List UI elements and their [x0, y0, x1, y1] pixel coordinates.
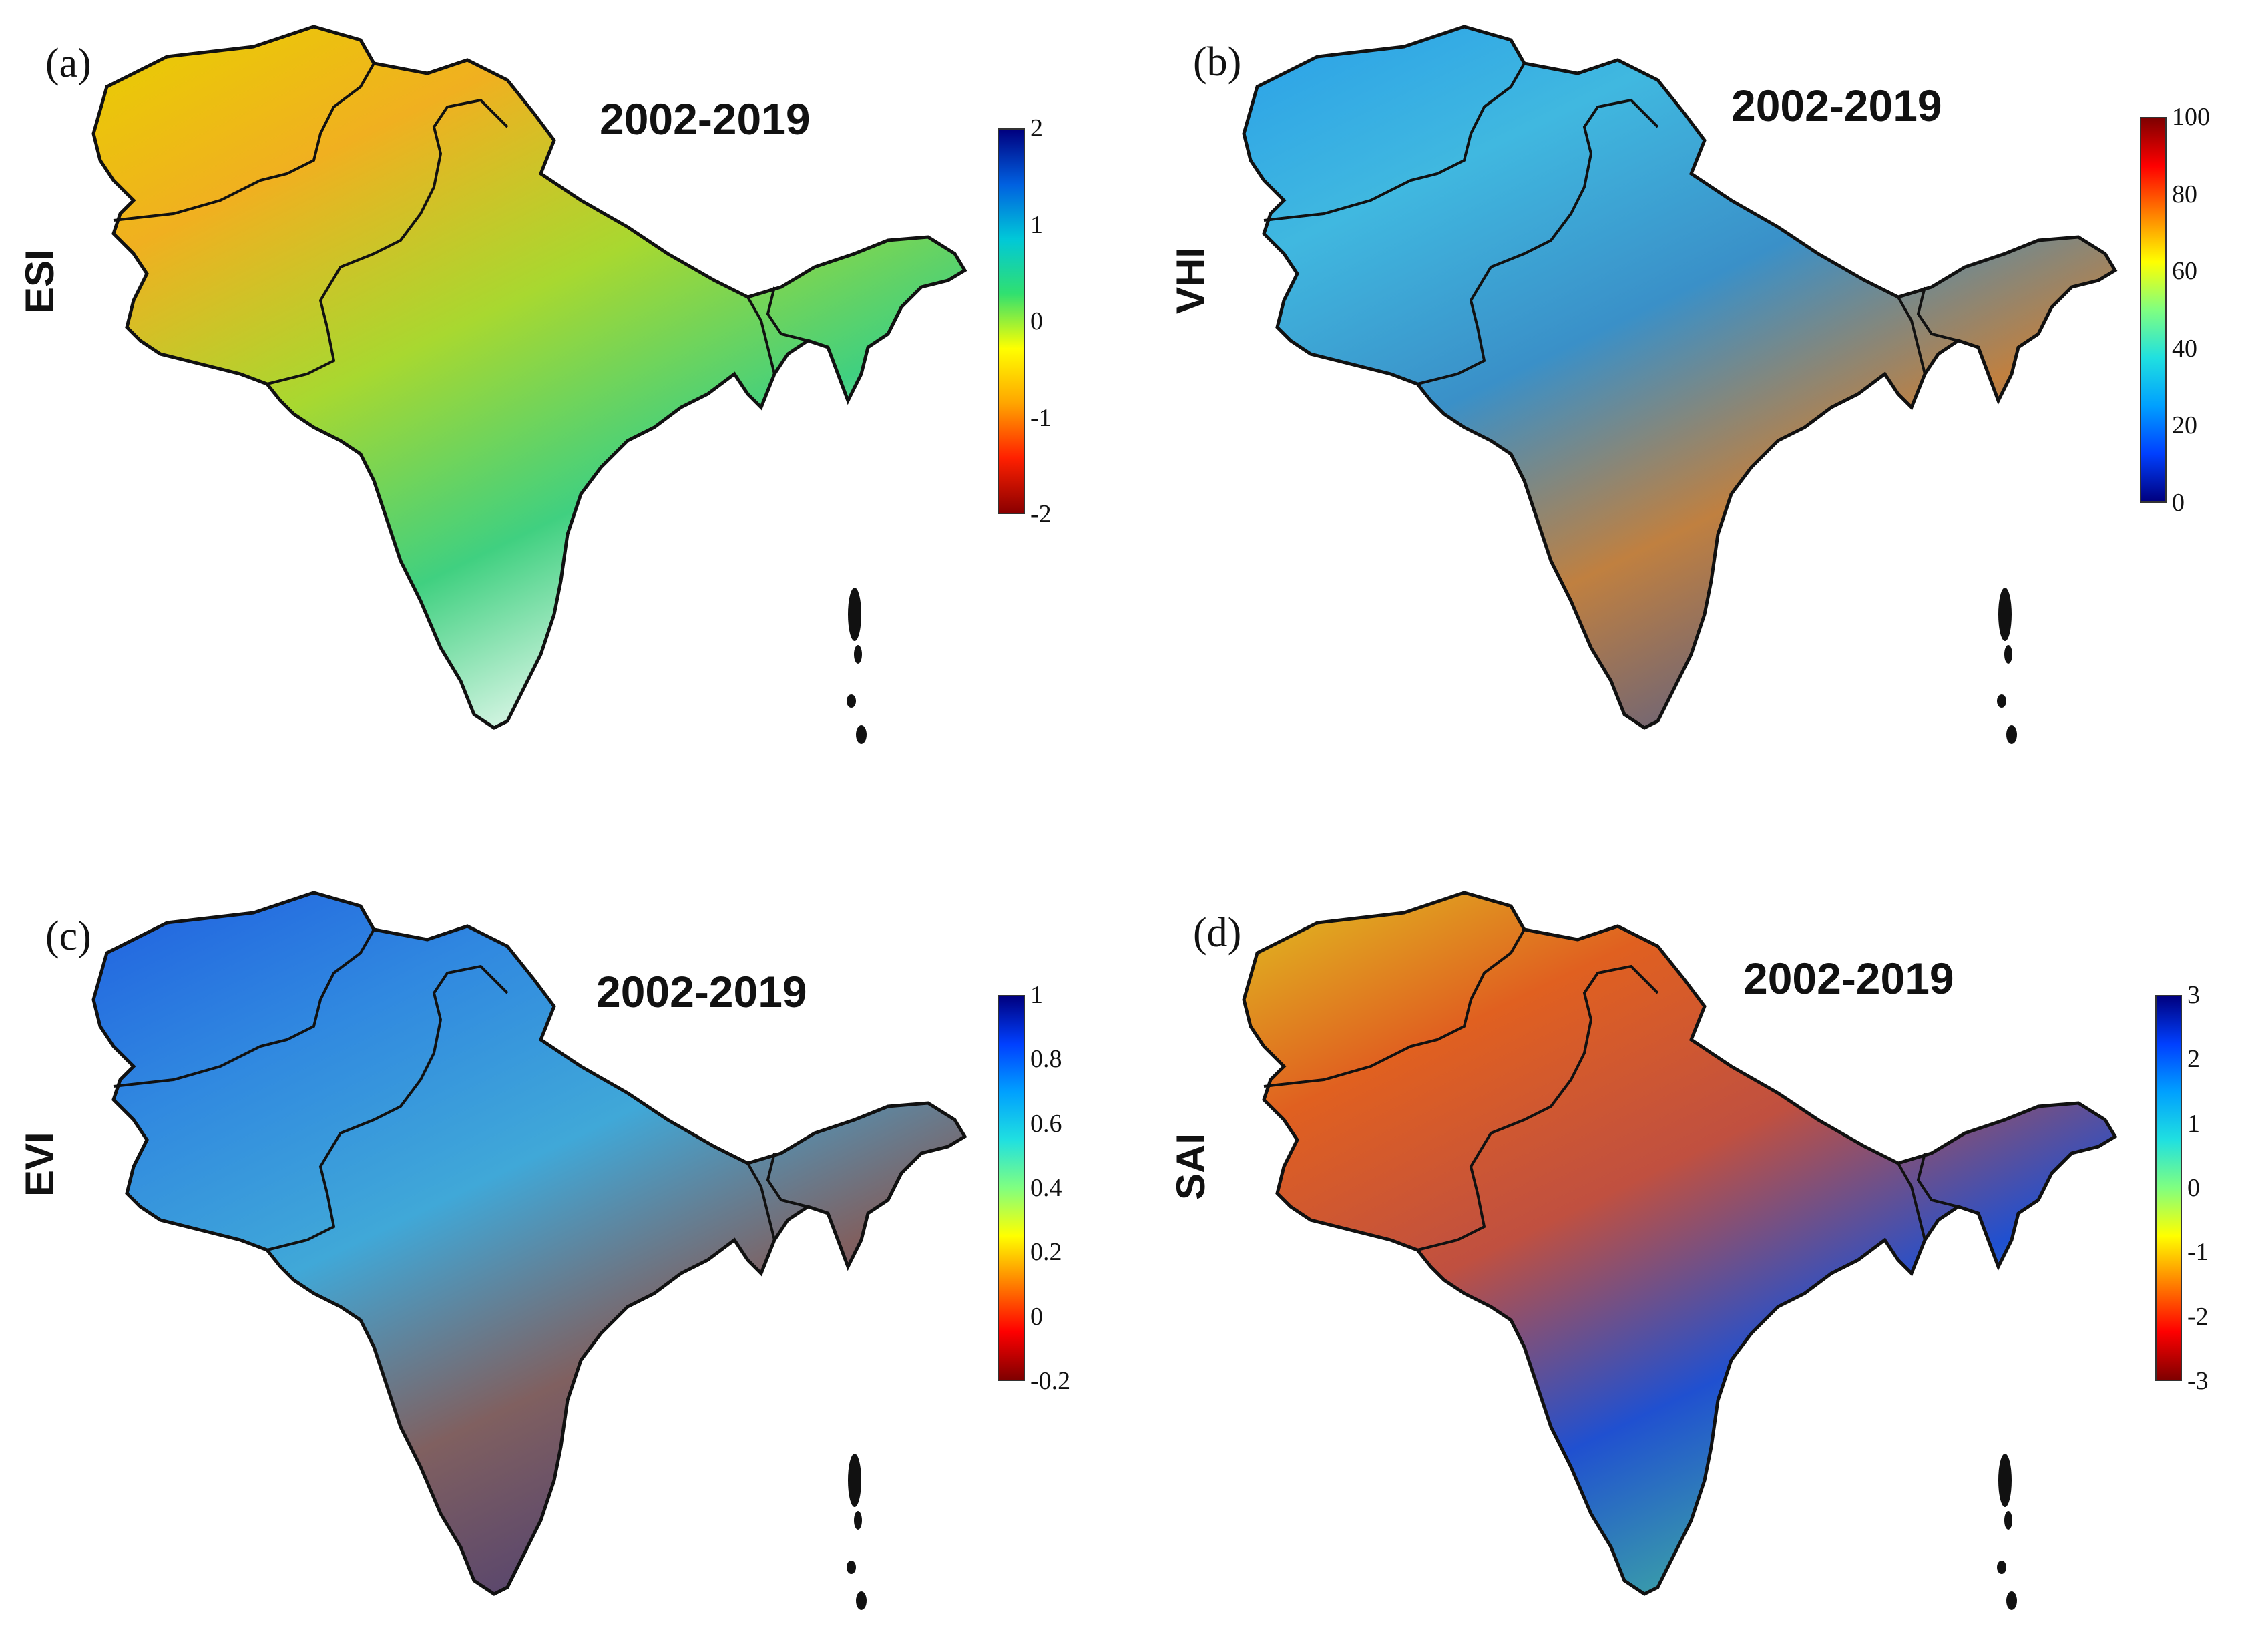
- island: [1998, 588, 2012, 641]
- colorbar-tick: 0: [1030, 1302, 1043, 1331]
- island: [854, 645, 862, 664]
- island: [2006, 1591, 2017, 1610]
- island: [848, 1454, 861, 1507]
- map-esi: [91, 25, 967, 744]
- colorbar-tick: -2: [2187, 1302, 2209, 1331]
- colorbar-tick: 2: [2187, 1045, 2200, 1074]
- period-title: 2002-2019: [1731, 81, 1942, 130]
- country-outline: [1242, 891, 2118, 1596]
- border-line: [746, 1163, 776, 1241]
- colorbar-tick: 0: [2172, 489, 2185, 517]
- colorbar-tick: 1: [1030, 981, 1043, 1009]
- colorbar-tick: 0: [1030, 307, 1043, 335]
- island: [1998, 1454, 2012, 1507]
- panel-label: (b): [1193, 39, 1242, 85]
- panel-c: (c) 2002-2019 EVI 1 0.8 0.6 0.4 0.2 0 -0.2: [0, 826, 1124, 1652]
- island: [848, 588, 861, 641]
- colorbar: [998, 128, 1025, 514]
- island: [2004, 1511, 2012, 1530]
- island: [847, 1561, 856, 1574]
- colorbar-tick: 20: [2172, 411, 2197, 440]
- period-title: 2002-2019: [596, 967, 807, 1016]
- colorbar-tick: -2: [1030, 500, 1052, 528]
- border-line: [113, 929, 375, 1088]
- variable-label: ESI: [17, 249, 62, 314]
- island: [847, 694, 856, 708]
- colorbar-tick: -1: [1030, 403, 1052, 432]
- colorbar-tick: -0.2: [1030, 1367, 1071, 1395]
- colorbar-tick: 0.2: [1030, 1238, 1062, 1267]
- border-line: [1417, 964, 1659, 1251]
- colorbar-tick: -1: [2187, 1238, 2209, 1267]
- country-outline: [91, 25, 967, 730]
- colorbar-tick: 100: [2172, 103, 2210, 131]
- colorbar-tick: 0: [2187, 1174, 2200, 1202]
- border-line: [113, 63, 375, 222]
- colorbar-tick: 0.8: [1030, 1045, 1062, 1074]
- colorbar-tick: 3: [2187, 981, 2200, 1009]
- colorbar-tick: 1: [2187, 1109, 2200, 1138]
- variable-label: SAI: [1168, 1132, 1213, 1200]
- variable-label: EVI: [17, 1132, 62, 1197]
- island: [1997, 694, 2006, 708]
- border-line: [766, 1153, 809, 1208]
- map-evi: [91, 891, 967, 1610]
- border-line: [1417, 98, 1659, 385]
- border-line: [266, 98, 509, 385]
- colorbar-tick: -3: [2187, 1367, 2209, 1395]
- map-sai: [1242, 891, 2118, 1610]
- island: [2006, 725, 2017, 744]
- border-line: [1916, 1153, 1959, 1208]
- colorbar-tick: 0.4: [1030, 1174, 1062, 1202]
- panel-label: (a): [45, 41, 91, 86]
- panel-a: (a) 2002-2019 ESI 2 1 0 -1 -2: [0, 0, 1124, 826]
- border-line: [1897, 1163, 1926, 1241]
- panel-d: (d) 2002-2019 SAI 3 2 1 0 -1 -2 -3: [1124, 826, 2247, 1652]
- colorbar-tick: 1: [1030, 210, 1043, 239]
- colorbar-tick: 40: [2172, 334, 2197, 363]
- panel-label: (c): [45, 913, 91, 959]
- colorbar-tick: 80: [2172, 180, 2197, 208]
- border-line: [1263, 63, 1526, 222]
- island: [854, 1511, 862, 1530]
- country-outline: [1242, 25, 2118, 730]
- period-title: 2002-2019: [600, 94, 811, 144]
- map-vhi: [1242, 25, 2118, 744]
- colorbar-tick: 60: [2172, 257, 2197, 286]
- border-line: [1916, 286, 1959, 342]
- panel-label: (d): [1193, 910, 1242, 956]
- colorbar: [2140, 117, 2167, 503]
- panel-b: (b) 2002-2019 VHI 100 80 60 40 20 0: [1124, 0, 2247, 826]
- border-line: [1897, 296, 1926, 375]
- border-line: [1263, 929, 1526, 1088]
- border-line: [766, 286, 809, 342]
- island: [2004, 645, 2012, 664]
- colorbar-tick: 2: [1030, 114, 1043, 142]
- variable-label: VHI: [1168, 246, 1213, 314]
- island: [856, 725, 867, 744]
- border-line: [746, 296, 776, 375]
- island: [856, 1591, 867, 1610]
- border-line: [266, 964, 509, 1251]
- island: [1997, 1561, 2006, 1574]
- period-title: 2002-2019: [1743, 954, 1954, 1003]
- colorbar-tick: 0.6: [1030, 1109, 1062, 1138]
- colorbar: [2155, 995, 2182, 1381]
- country-outline: [91, 891, 967, 1596]
- colorbar: [998, 995, 1025, 1381]
